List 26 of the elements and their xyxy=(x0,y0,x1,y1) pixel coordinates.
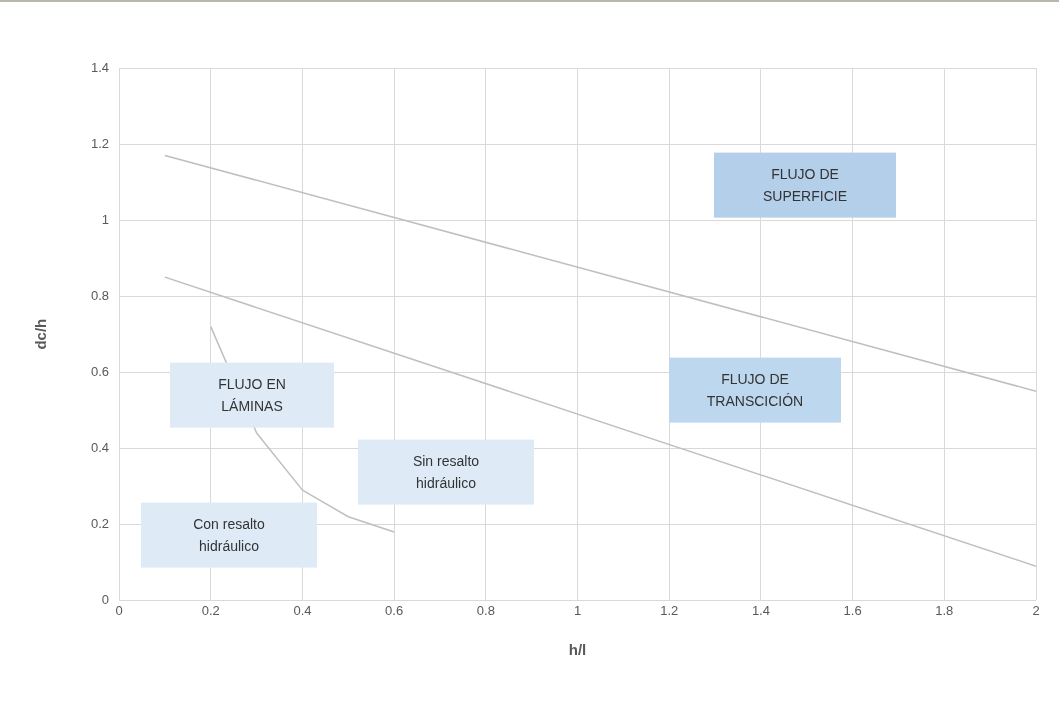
x-tick-label: 0.2 xyxy=(201,602,220,618)
x-tick-label: 1.4 xyxy=(751,602,770,618)
text-box: FLUJO DE SUPERFICIE xyxy=(714,152,896,218)
x-axis-title: h/l xyxy=(568,641,587,659)
text-box: Con resalto hidráulico xyxy=(141,502,317,568)
y-tick-label: 1 xyxy=(101,211,110,227)
text-box: FLUJO DE TRANSCICIÓN xyxy=(669,357,841,423)
text-box: Sin resalto hidráulico xyxy=(358,439,534,505)
y-tick-label: 0.8 xyxy=(90,287,110,303)
x-tick-label: 0.6 xyxy=(385,602,404,618)
x-tick-label: 0.4 xyxy=(293,602,312,618)
x-tick-label: 1.6 xyxy=(843,602,862,618)
text-box: FLUJO EN LÁMINAS xyxy=(170,362,334,428)
y-tick-label: 1.4 xyxy=(90,59,110,75)
y-axis-title: dc/h xyxy=(32,318,50,350)
y-tick-label: 0.4 xyxy=(90,439,110,455)
x-tick-label: 0 xyxy=(115,602,123,618)
x-tick-label: 1.2 xyxy=(660,602,679,618)
x-tick-label: 2 xyxy=(1032,602,1040,618)
x-tick-label: 1 xyxy=(573,602,582,618)
x-tick-label: 0.8 xyxy=(476,602,495,618)
x-tick-label: 1.8 xyxy=(935,602,954,618)
y-tick-label: 0.2 xyxy=(90,515,110,531)
y-tick-label: 1.2 xyxy=(90,135,110,151)
y-tick-label: 0.6 xyxy=(90,363,110,379)
y-tick-label: 0 xyxy=(101,591,110,607)
